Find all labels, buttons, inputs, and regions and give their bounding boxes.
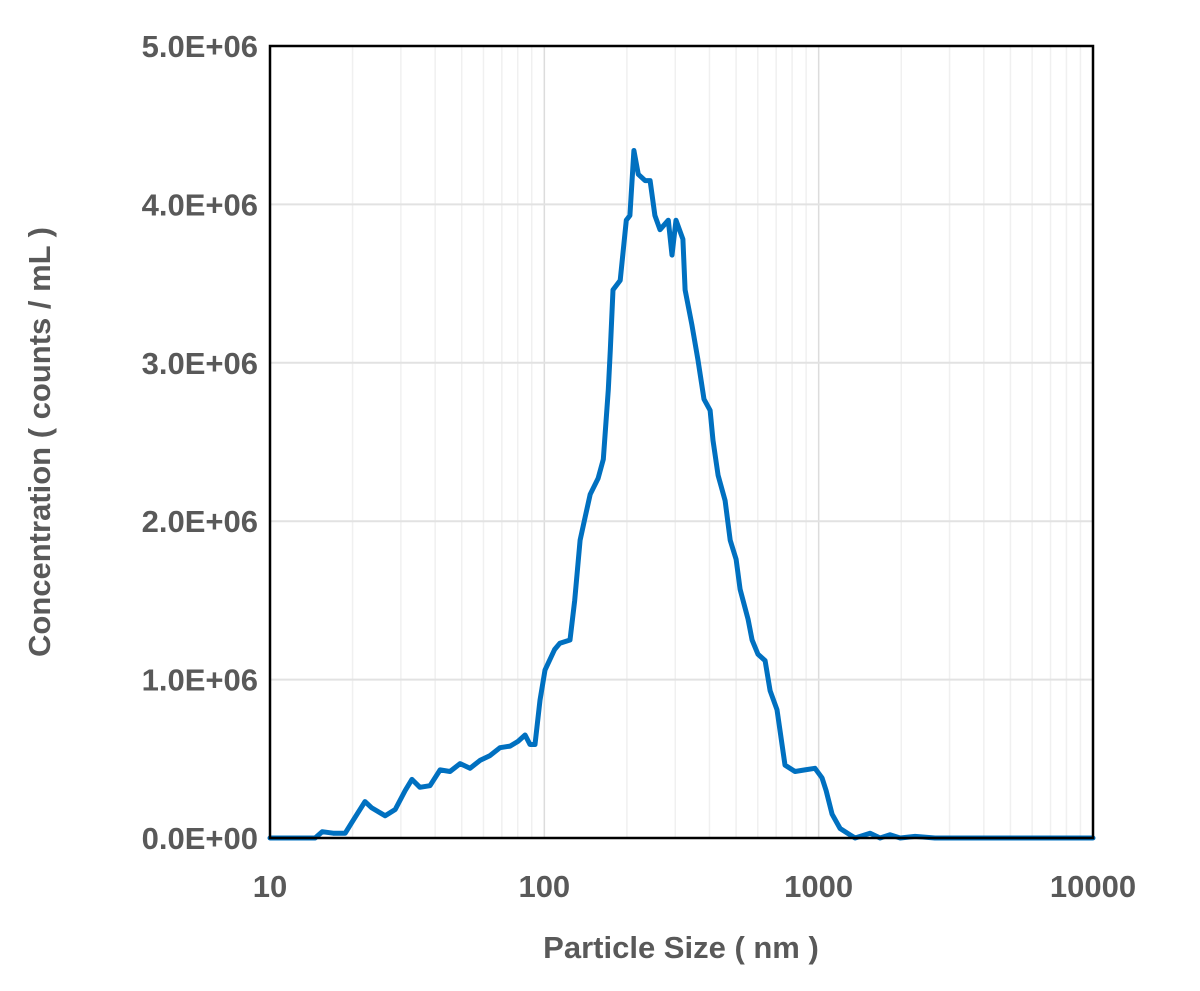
series-line-concentration: [267, 148, 1096, 841]
x-tick-label: 100: [518, 869, 570, 904]
x-axis-ticks: 10 100 1000 10000: [253, 869, 1136, 904]
y-tick-label: 2.0E+06: [142, 504, 258, 539]
y-axis-label: Concentration ( counts / mL ): [22, 227, 57, 657]
x-tick-label: 10000: [1050, 869, 1136, 904]
y-axis-ticks: 0.0E+00 1.0E+06 2.0E+06 3.0E+06 4.0E+06 5.0E+…: [142, 29, 258, 856]
y-tick-label: 3.0E+06: [142, 346, 258, 381]
y-tick-label: 5.0E+06: [142, 29, 258, 64]
series-group: [267, 148, 1096, 841]
x-tick-label: 1000: [784, 869, 853, 904]
gridlines: [269, 45, 1094, 839]
y-tick-label: 0.0E+00: [142, 821, 258, 856]
x-tick-label: 10: [253, 869, 287, 904]
y-tick-label: 1.0E+06: [142, 663, 258, 698]
plot-area-border: [268, 44, 1095, 840]
y-tick-label: 4.0E+06: [142, 187, 258, 222]
x-axis-label: Particle Size ( nm ): [543, 930, 819, 965]
